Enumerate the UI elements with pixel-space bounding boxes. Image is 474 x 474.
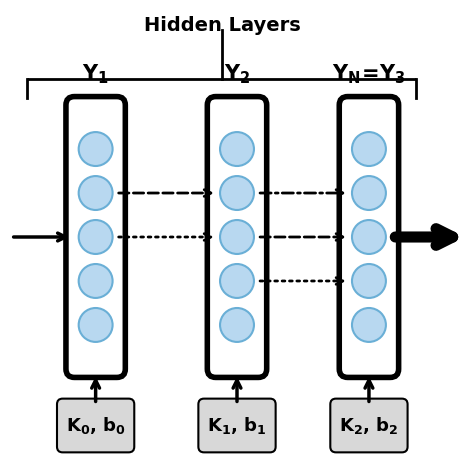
Circle shape (352, 176, 386, 210)
Circle shape (352, 132, 386, 166)
Circle shape (220, 220, 254, 254)
FancyBboxPatch shape (198, 399, 276, 452)
Circle shape (352, 264, 386, 298)
Circle shape (79, 264, 113, 298)
Circle shape (79, 220, 113, 254)
Circle shape (220, 132, 254, 166)
FancyBboxPatch shape (339, 97, 399, 377)
Text: $\mathbf{K_0,\,b_0}$: $\mathbf{K_0,\,b_0}$ (66, 415, 126, 436)
FancyBboxPatch shape (66, 97, 125, 377)
Circle shape (220, 308, 254, 342)
Circle shape (220, 176, 254, 210)
FancyBboxPatch shape (57, 399, 134, 452)
Circle shape (79, 176, 113, 210)
Text: $\mathbf{Y_N\!=\!Y_3}$: $\mathbf{Y_N\!=\!Y_3}$ (332, 63, 406, 86)
Text: Hidden Layers: Hidden Layers (145, 16, 301, 35)
Text: $\mathbf{K_2,\,b_2}$: $\mathbf{K_2,\,b_2}$ (339, 415, 399, 436)
FancyBboxPatch shape (207, 97, 267, 377)
Text: $\mathbf{K_1,\,b_1}$: $\mathbf{K_1,\,b_1}$ (207, 415, 267, 436)
Circle shape (79, 308, 113, 342)
Text: $\mathbf{Y_1}$: $\mathbf{Y_1}$ (82, 63, 109, 86)
FancyBboxPatch shape (330, 399, 408, 452)
Circle shape (352, 220, 386, 254)
Circle shape (79, 132, 113, 166)
Text: $\mathbf{Y_2}$: $\mathbf{Y_2}$ (224, 63, 250, 86)
Circle shape (352, 308, 386, 342)
Circle shape (220, 264, 254, 298)
